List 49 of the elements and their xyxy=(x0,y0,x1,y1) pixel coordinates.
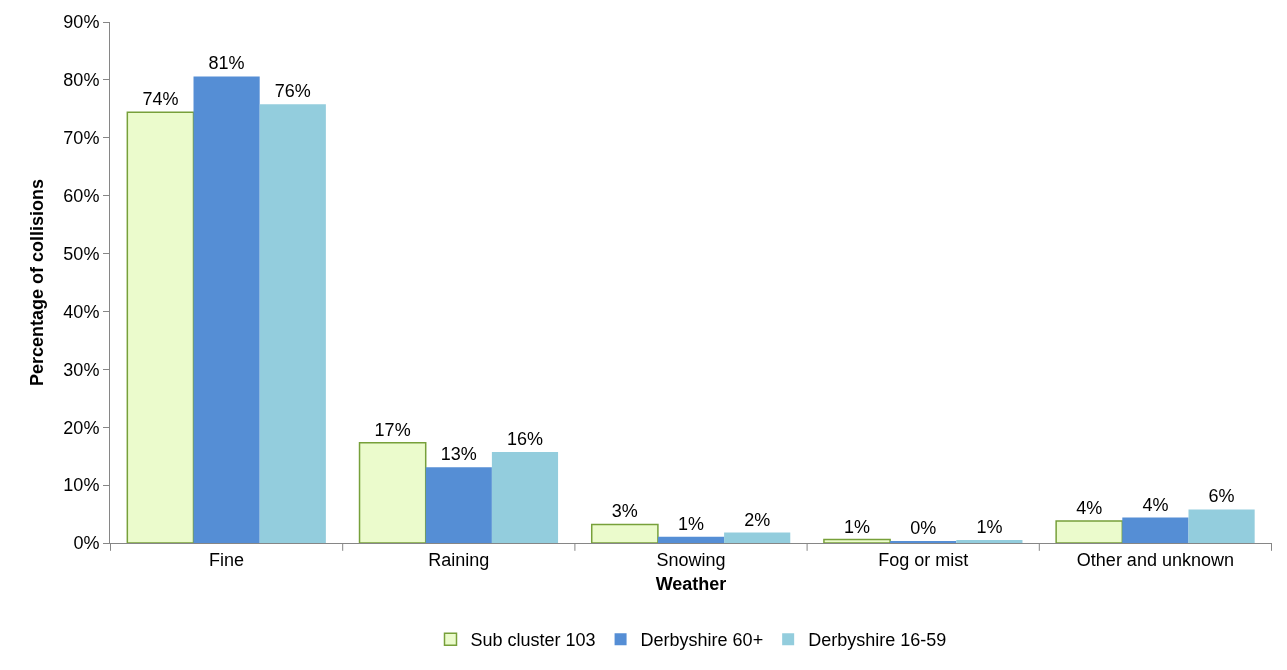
y-tick-label: 20% xyxy=(63,417,100,438)
y-tick-label: 60% xyxy=(63,185,100,206)
bar xyxy=(1188,509,1255,543)
bar xyxy=(425,467,492,543)
data-label: 76% xyxy=(274,81,311,102)
data-label: 3% xyxy=(611,501,638,522)
x-tick-label: Fog or mist xyxy=(878,549,969,570)
data-label: 4% xyxy=(1142,494,1169,515)
data-label: 13% xyxy=(440,444,477,465)
bar xyxy=(956,540,1023,543)
data-label: 16% xyxy=(506,429,543,450)
bar xyxy=(126,111,195,543)
bar xyxy=(491,452,559,543)
y-tick-label: 80% xyxy=(63,70,100,91)
data-label: 1% xyxy=(844,516,871,537)
bar xyxy=(193,76,260,543)
legend-label: Derbyshire 60+ xyxy=(640,630,764,651)
legend-label: Derbyshire 16-59 xyxy=(808,630,947,651)
legend-label: Sub cluster 103 xyxy=(470,630,596,651)
bar xyxy=(1122,517,1189,543)
bar xyxy=(724,532,791,543)
bar xyxy=(358,442,427,543)
data-label: 1% xyxy=(677,513,705,534)
y-tick-label: 70% xyxy=(63,128,100,149)
x-axis-title: Weather xyxy=(655,573,727,594)
y-tick-label: 50% xyxy=(63,243,100,264)
bar xyxy=(259,104,326,543)
data-label: 81% xyxy=(208,53,245,74)
y-tick-label: 10% xyxy=(63,475,100,496)
x-tick-label: Other and unknown xyxy=(1076,549,1234,570)
data-label: 4% xyxy=(1076,498,1103,518)
y-tick-label: 0% xyxy=(73,533,100,554)
data-label: 74% xyxy=(142,89,179,110)
data-label: 1% xyxy=(976,517,1003,538)
bar xyxy=(1055,520,1124,543)
y-axis-title: Percentage of collisions xyxy=(26,178,47,387)
data-label: 6% xyxy=(1208,486,1235,507)
bar xyxy=(823,538,891,543)
y-tick-label: 30% xyxy=(63,359,100,380)
bar xyxy=(590,523,659,543)
x-tick-label: Fine xyxy=(209,549,245,570)
y-tick-label: 40% xyxy=(63,301,100,322)
data-label: 17% xyxy=(374,419,411,440)
y-tick-label: 90% xyxy=(63,12,100,33)
bar xyxy=(657,536,725,543)
x-tick-label: Snowing xyxy=(656,549,726,570)
data-label: 2% xyxy=(744,509,771,530)
data-label: 0% xyxy=(910,518,937,538)
x-tick-label: Raining xyxy=(428,549,490,570)
